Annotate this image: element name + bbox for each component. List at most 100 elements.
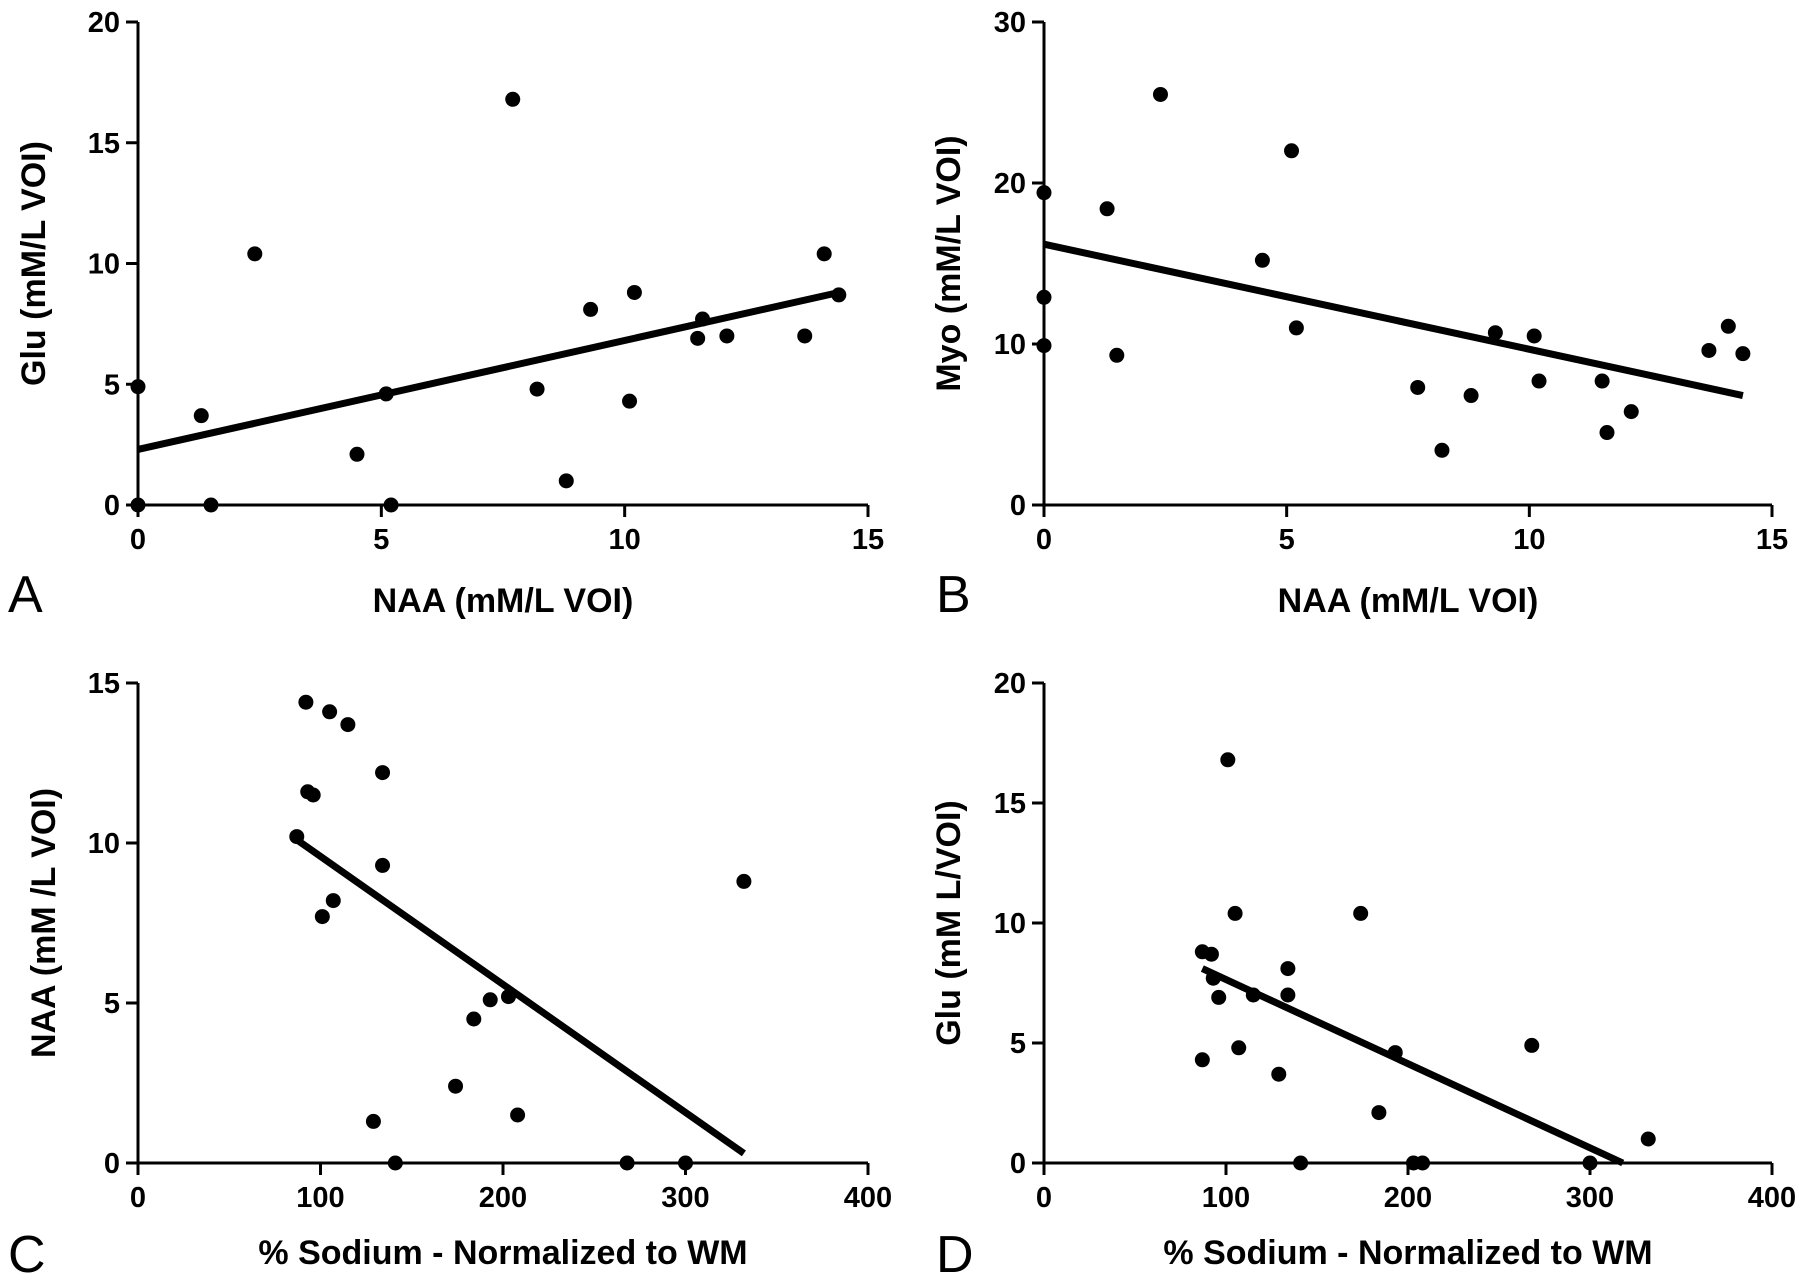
x-tick-label: 100	[296, 1182, 344, 1214]
y-tick-label: 20	[994, 168, 1026, 200]
x-tick-label: 15	[1756, 524, 1788, 556]
data-point	[322, 704, 338, 720]
y-tick-label: 15	[994, 788, 1026, 820]
x-tick-label: 300	[1566, 1182, 1614, 1214]
y-tick-label: 5	[104, 369, 120, 401]
x-tick-label: 0	[1036, 1182, 1052, 1214]
data-point	[383, 497, 399, 513]
data-point	[130, 497, 146, 513]
regression-line	[1043, 240, 1744, 399]
data-point	[1415, 1155, 1431, 1171]
data-point	[1387, 1045, 1403, 1061]
data-point	[1487, 325, 1503, 341]
y-tick-label: 0	[1010, 490, 1026, 522]
data-point	[1227, 905, 1243, 921]
data-point	[325, 893, 341, 909]
data-point	[1109, 347, 1125, 363]
regression-line	[294, 836, 746, 1157]
y-tick-label: 15	[88, 668, 120, 700]
x-axis-title: % Sodium - Normalized to WM	[1163, 1234, 1652, 1272]
y-axis-title: Glu (mM L/VOI)	[930, 800, 968, 1046]
data-point	[448, 1078, 464, 1094]
data-point	[1293, 1155, 1309, 1171]
data-point	[365, 1113, 381, 1129]
data-point	[1203, 946, 1219, 962]
x-tick-label: 200	[1384, 1182, 1432, 1214]
data-point	[1036, 185, 1052, 201]
data-point	[1623, 404, 1639, 420]
x-tick-label: 100	[1202, 1182, 1250, 1214]
y-axis-title: NAA (mM /L VOI)	[25, 788, 63, 1058]
data-point	[1271, 1066, 1287, 1082]
panel-letter: B	[936, 566, 971, 624]
data-point	[1720, 318, 1736, 334]
data-point	[619, 1155, 635, 1171]
x-tick-label: 300	[661, 1182, 709, 1214]
data-point	[510, 1107, 526, 1123]
y-tick-label: 5	[104, 988, 120, 1020]
panel-letter: C	[8, 1226, 46, 1279]
y-tick-label: 30	[994, 7, 1026, 39]
data-point	[1205, 970, 1221, 986]
data-point	[375, 857, 391, 873]
data-point	[1280, 987, 1296, 1003]
data-point	[1524, 1037, 1540, 1053]
data-point	[831, 287, 847, 303]
x-tick-label: 15	[852, 524, 884, 556]
data-point	[1582, 1155, 1598, 1171]
y-tick-label: 5	[1010, 1028, 1026, 1060]
data-point	[1526, 328, 1542, 344]
data-point	[695, 311, 711, 327]
x-tick-label: 0	[130, 524, 146, 556]
data-point	[305, 787, 321, 803]
data-point	[690, 330, 706, 346]
data-point	[1371, 1105, 1387, 1121]
y-tick-label: 0	[104, 1148, 120, 1180]
data-point	[1099, 201, 1115, 217]
x-tick-label: 10	[1513, 524, 1545, 556]
data-point	[816, 246, 832, 262]
data-point	[1036, 338, 1052, 354]
data-point	[247, 246, 263, 262]
data-point	[622, 393, 638, 409]
data-point	[1640, 1131, 1656, 1147]
data-point	[1254, 252, 1270, 268]
data-point	[130, 379, 146, 395]
data-point	[1231, 1040, 1247, 1056]
data-point	[375, 765, 391, 781]
data-point	[378, 386, 394, 402]
data-point	[349, 446, 365, 462]
data-point	[1245, 987, 1261, 1003]
x-tick-label: 5	[1279, 524, 1295, 556]
x-tick-label: 400	[844, 1182, 892, 1214]
regression-line	[1200, 965, 1625, 1167]
y-axis-title: Myo (mM/L VOI)	[930, 135, 968, 391]
data-point	[626, 284, 642, 300]
x-tick-label: 0	[130, 1182, 146, 1214]
data-point	[298, 694, 314, 710]
data-point	[466, 1011, 482, 1027]
data-point	[387, 1155, 403, 1171]
y-tick-label: 10	[994, 329, 1026, 361]
y-tick-label: 10	[88, 828, 120, 860]
data-point	[482, 992, 498, 1008]
data-point	[340, 717, 356, 733]
data-point	[797, 328, 813, 344]
data-point	[1701, 342, 1717, 358]
data-point	[736, 873, 752, 889]
data-point	[1599, 425, 1615, 441]
x-tick-label: 400	[1748, 1182, 1796, 1214]
x-tick-label: 200	[479, 1182, 527, 1214]
x-axis-title: NAA (mM/L VOI)	[1278, 582, 1539, 620]
y-axis-title: Glu (mM/L VOI)	[15, 141, 53, 386]
data-point	[1220, 752, 1236, 768]
data-point	[1434, 442, 1450, 458]
data-point	[1284, 143, 1300, 159]
x-tick-label: 5	[373, 524, 389, 556]
data-point	[1410, 379, 1426, 395]
data-point	[314, 909, 330, 925]
data-point	[193, 408, 209, 424]
x-tick-label: 0	[1036, 524, 1052, 556]
data-point	[678, 1155, 693, 1171]
